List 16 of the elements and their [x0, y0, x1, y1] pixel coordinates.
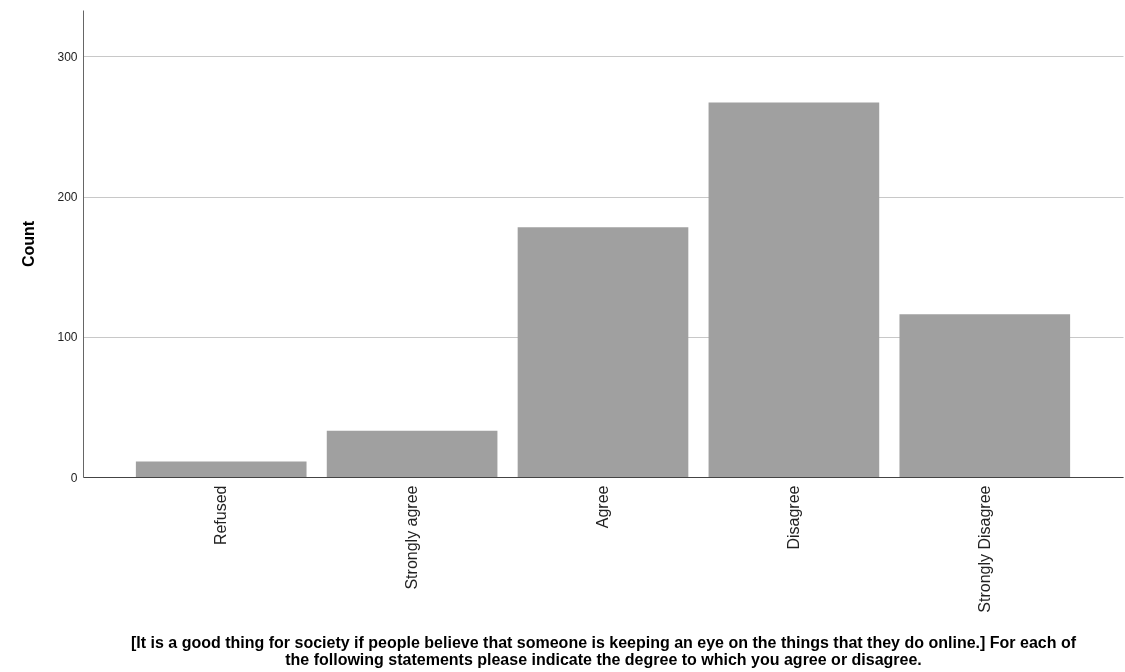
y-tick-label: 200 [57, 190, 78, 205]
x-tick-label: Strongly agree [403, 485, 421, 590]
y-tick-label: 300 [57, 49, 78, 64]
bar [135, 461, 307, 477]
x-tick-label: Agree [594, 485, 611, 529]
bar [899, 314, 1071, 477]
bar [517, 227, 689, 477]
x-axis-title: [It is a good thing for society if people believe that someone is keeping an eye on the things that they do online.] For each of the following statements please indicate the degree to which you agree or disagree. [130, 633, 1077, 668]
bar [326, 430, 498, 477]
y-tick-label: 100 [57, 330, 78, 345]
bar [708, 102, 880, 477]
x-tick-label: Disagree [784, 485, 802, 550]
y-axis-title: Count [20, 220, 38, 268]
y-tick-label: 0 [70, 470, 78, 485]
x-tick-label: Strongly Disagree [975, 485, 993, 613]
x-tick-label: Refused [212, 485, 230, 546]
